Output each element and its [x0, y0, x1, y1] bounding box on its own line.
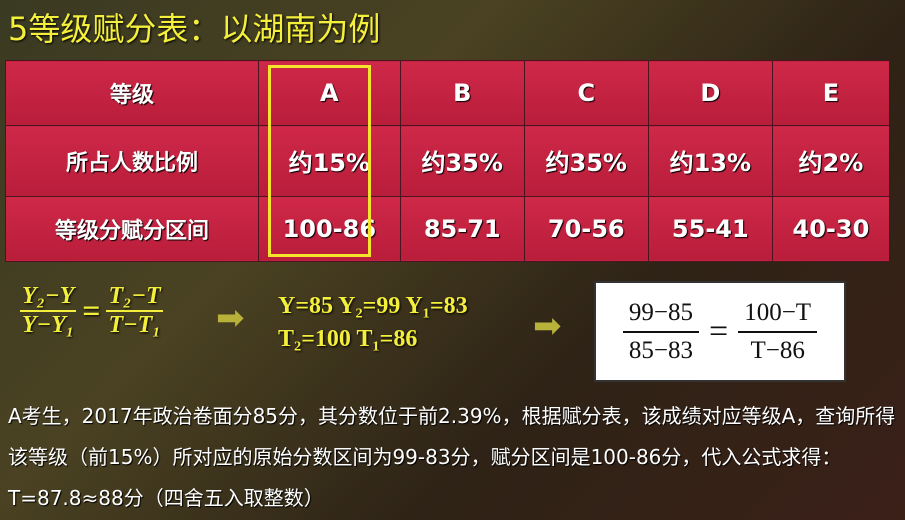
- row-label: 等级: [5, 59, 259, 127]
- cell: C: [523, 59, 649, 127]
- row-label: 所占人数比例: [5, 125, 259, 197]
- arrow-right-icon: ➡: [533, 306, 562, 346]
- values-line: Y=85 Y₂=99 Y₁=83: [278, 293, 468, 319]
- values: Y=85 Y₂=99 Y₁=83 T₂=100 T₁=86: [278, 290, 468, 356]
- denominator: 85−83: [628, 336, 694, 364]
- general-formula: Y₂−Y Y−Y₁ = T₂−T T−T₁: [20, 283, 163, 338]
- table-row: 等级分赋分区间 100-86 85-71 70-56 55-41 40-30: [5, 195, 891, 263]
- row-label: 等级分赋分区间: [5, 195, 259, 263]
- cell: 约35%: [523, 125, 649, 197]
- values-line: T₂=100 T₁=86: [278, 326, 418, 352]
- numerator: Y₂−Y: [20, 283, 77, 312]
- denominator: Y−Y₁: [22, 312, 75, 338]
- table-row: 所占人数比例 约15% 约35% 约35% 约13% 约2%: [5, 125, 891, 197]
- cell: 70-56: [523, 195, 649, 263]
- denominator: T−T₁: [108, 312, 161, 338]
- cell: 约35%: [399, 125, 525, 197]
- highlight-box: [268, 65, 371, 257]
- numerator: 100−T: [738, 299, 818, 333]
- cell: 约2%: [771, 125, 891, 197]
- numerator: T₂−T: [106, 283, 163, 312]
- cell: E: [771, 59, 891, 127]
- cell: 55-41: [647, 195, 773, 263]
- table-row: 等级 A B C D E: [5, 59, 891, 127]
- numerator: 99−85: [622, 299, 700, 333]
- cell: B: [399, 59, 525, 127]
- arrow-right-icon: ➡: [216, 298, 245, 338]
- cell: 40-30: [771, 195, 891, 263]
- explanation-text: A考生，2017年政治卷面分85分，其分数位于前2.39%，根据赋分表，该成绩对…: [8, 404, 896, 510]
- result-formula-box: 99−85 85−83 = 100−T T−86: [594, 281, 846, 382]
- denominator: T−86: [750, 336, 805, 364]
- slide-title: 5等级赋分表：以湖南为例: [8, 10, 381, 48]
- cell: 约13%: [647, 125, 773, 197]
- cell: 85-71: [399, 195, 525, 263]
- grade-table: 等级 A B C D E 所占人数比例 约15% 约35% 约35% 约13% 约2% 等级分赋分区…: [5, 59, 891, 263]
- cell: A: [258, 59, 401, 127]
- cell: D: [647, 59, 773, 127]
